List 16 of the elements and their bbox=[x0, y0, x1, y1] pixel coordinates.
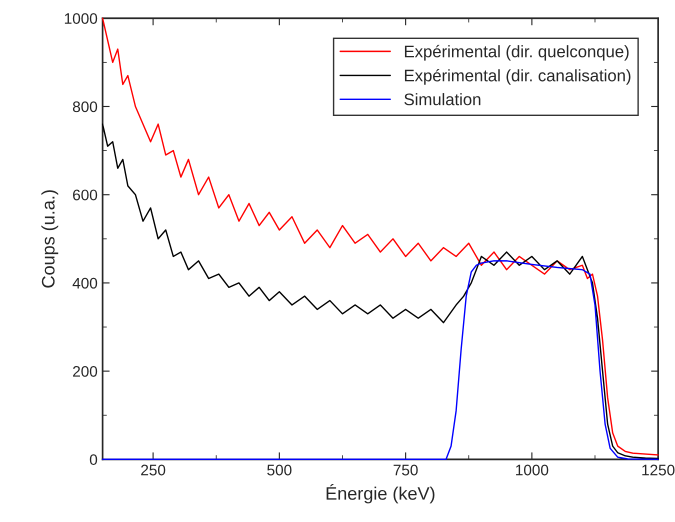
y-axis-title: Coups (u.a.) bbox=[41, 190, 58, 288]
legend-label: Expérimental (dir. canalisation) bbox=[404, 69, 630, 85]
x-tick-label: 1000 bbox=[516, 464, 548, 476]
x-tick-label: 750 bbox=[394, 464, 418, 476]
y-tick-label: 1000 bbox=[64, 13, 98, 24]
x-tick-label: 250 bbox=[141, 464, 166, 476]
x-tick-label: 500 bbox=[267, 464, 292, 476]
y-tick-label: 0 bbox=[90, 454, 98, 466]
y-tick-label: 200 bbox=[73, 366, 98, 377]
legend-label: Expérimental (dir. quelconque) bbox=[404, 44, 629, 61]
y-tick-label: 600 bbox=[73, 190, 98, 200]
x-axis-title: Énergie (keV) bbox=[326, 484, 434, 504]
legend-label: Simulation bbox=[404, 93, 480, 106]
x-tick-label: 1250 bbox=[642, 464, 675, 476]
y-tick-label: 400 bbox=[72, 278, 98, 289]
y-tick-label: 800 bbox=[72, 101, 98, 112]
